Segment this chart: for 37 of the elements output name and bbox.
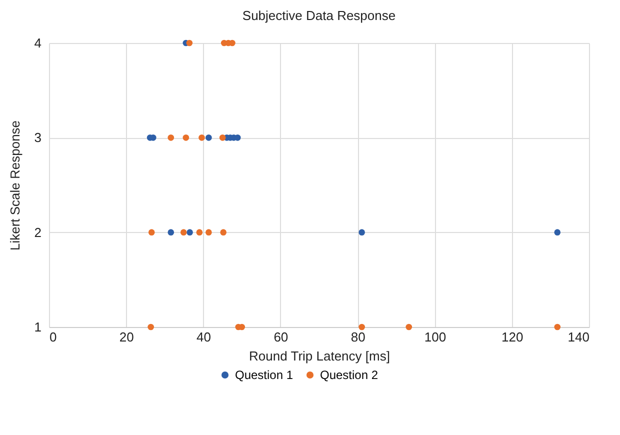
point xyxy=(219,134,226,141)
y-tick-label: 2 xyxy=(34,224,42,240)
point xyxy=(148,229,155,236)
chart-title: Subjective Data Response xyxy=(242,8,396,23)
point xyxy=(168,229,174,236)
x-tick-label: 60 xyxy=(274,330,288,344)
x-tick-label: 120 xyxy=(502,330,524,344)
point xyxy=(186,40,193,46)
x-tick-label: 0 xyxy=(50,330,57,344)
point xyxy=(206,229,212,236)
point xyxy=(182,134,190,141)
point xyxy=(358,229,365,236)
legend-label: Question 2 xyxy=(320,368,378,382)
x-tick-label: 40 xyxy=(196,330,212,344)
legend-label: Question 1 xyxy=(235,368,294,382)
point xyxy=(186,229,193,236)
x-tick-label: 140 xyxy=(568,330,590,344)
point xyxy=(229,40,236,46)
point xyxy=(406,324,412,330)
point xyxy=(148,324,154,330)
y-axis-title: Likert Scale Response xyxy=(7,120,22,251)
x-axis-title: Round Trip Latency [ms] xyxy=(249,348,390,364)
x-tick-label: 20 xyxy=(119,330,134,344)
point xyxy=(220,229,227,236)
point xyxy=(554,229,561,236)
y-tick-label: 4 xyxy=(34,36,42,50)
x-tick-label: 100 xyxy=(424,330,446,344)
point xyxy=(358,324,365,330)
y-tick-label: 3 xyxy=(34,130,42,146)
point xyxy=(206,134,212,141)
point xyxy=(198,134,205,141)
y-tick-label: 1 xyxy=(34,320,42,334)
point xyxy=(196,229,203,236)
x-tick-label: 80 xyxy=(350,330,366,344)
point xyxy=(180,229,187,236)
point xyxy=(554,324,561,330)
point xyxy=(168,134,174,141)
